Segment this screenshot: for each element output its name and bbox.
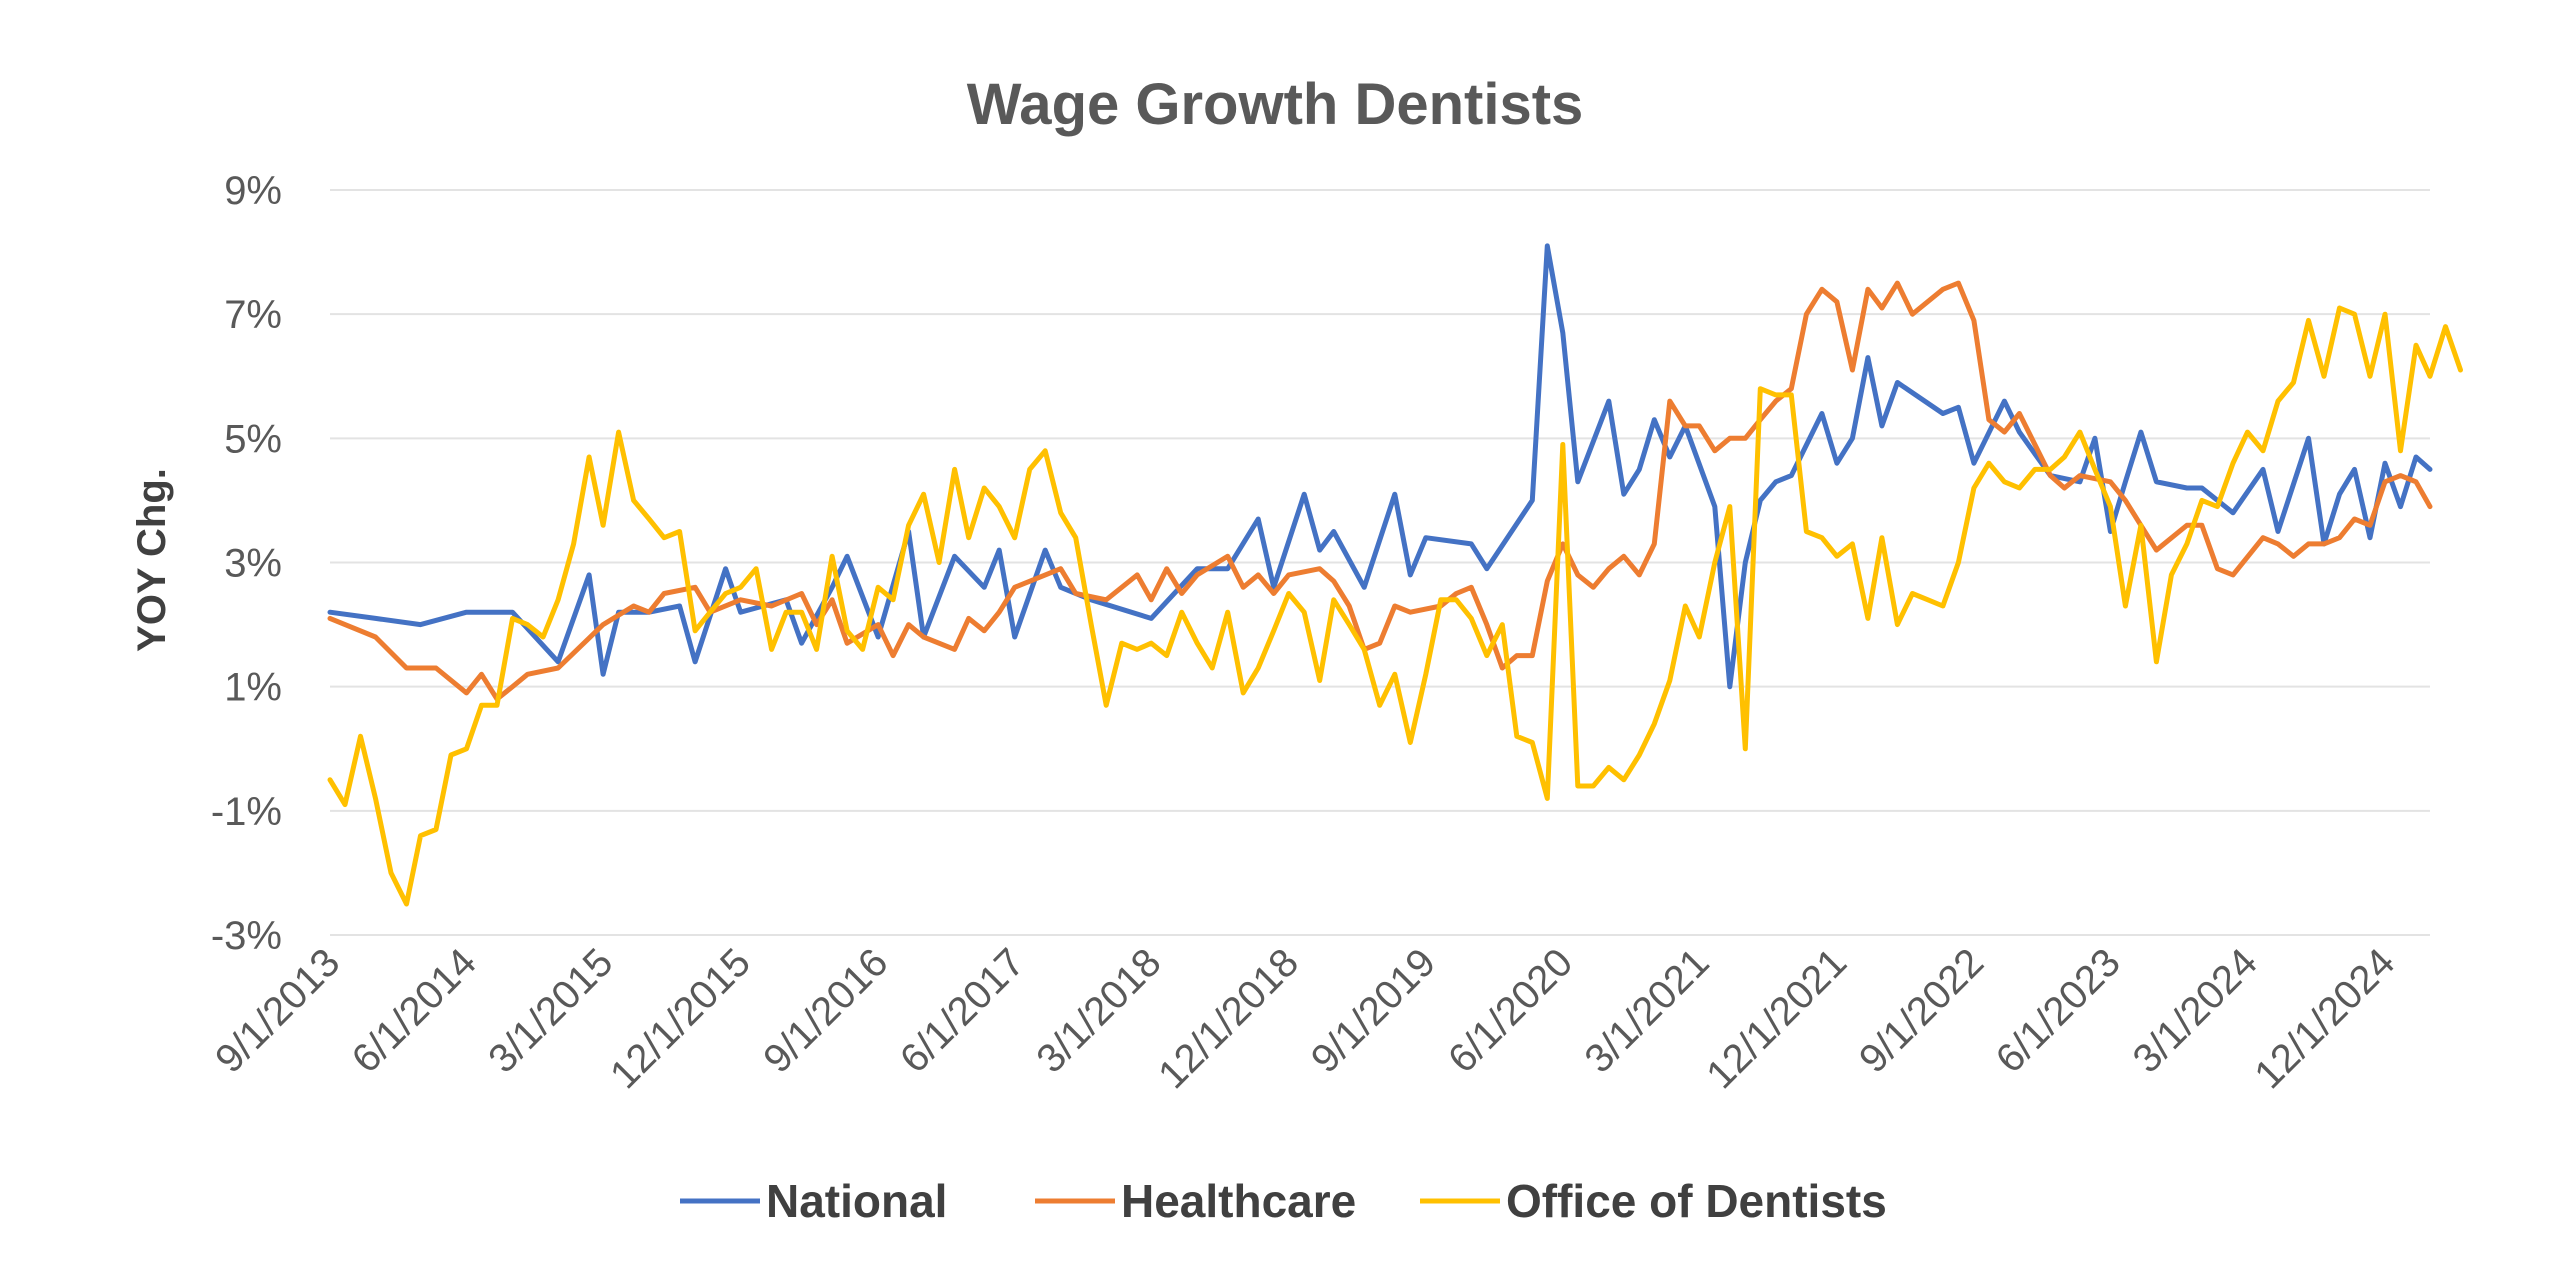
series-line-healthcare	[327, 280, 2433, 702]
x-tick-label: 12/1/2024	[2246, 940, 2403, 1097]
y-tick-label: 7%	[224, 293, 282, 337]
y-tick-label: -3%	[211, 914, 282, 958]
x-tick-label: 3/1/2015	[480, 940, 621, 1081]
x-tick-label: 6/1/2014	[344, 940, 485, 1081]
x-tick-label: 6/1/2020	[1440, 940, 1581, 1081]
y-tick-label: 9%	[224, 169, 282, 213]
x-tick-label: 12/1/2015	[602, 940, 759, 1097]
y-axis-label: YOY Chg.	[130, 468, 174, 652]
x-tick-label: 12/1/2018	[1150, 940, 1307, 1097]
series-line-office-of-dentists	[327, 305, 2463, 907]
x-tick-label: 9/1/2019	[1303, 940, 1444, 1081]
x-tick-label: 3/1/2018	[1028, 940, 1169, 1081]
series-lines	[327, 243, 2463, 907]
legend-label: Healthcare	[1121, 1175, 1356, 1227]
legend-label: Office of Dentists	[1506, 1175, 1887, 1227]
x-tick-label: 3/1/2024	[2125, 940, 2266, 1081]
chart-title: Wage Growth Dentists	[967, 72, 1584, 137]
series-line-national	[327, 243, 2433, 690]
x-tick-label: 9/1/2016	[755, 940, 896, 1081]
x-axis-ticks: 9/1/20136/1/20143/1/201512/1/20159/1/201…	[207, 940, 2403, 1097]
x-tick-label: 9/1/2022	[1851, 940, 1992, 1081]
x-tick-label: 6/1/2017	[892, 940, 1033, 1081]
legend-label: National	[766, 1175, 947, 1227]
y-tick-label: 1%	[224, 666, 282, 710]
legend: National Healthcare Office of Dentists	[680, 1175, 1887, 1227]
x-tick-label: 12/1/2021	[1698, 940, 1855, 1097]
y-tick-label: 3%	[224, 542, 282, 586]
y-axis-ticks: 9% 7% 5% 3% 1% -1% -3%	[211, 169, 282, 958]
y-tick-label: -1%	[211, 790, 282, 834]
gridlines	[330, 189, 2430, 936]
y-tick-label: 5%	[224, 417, 282, 461]
x-tick-label: 9/1/2013	[207, 940, 348, 1081]
x-tick-label: 3/1/2021	[1576, 940, 1717, 1081]
x-tick-label: 6/1/2023	[1988, 940, 2129, 1081]
